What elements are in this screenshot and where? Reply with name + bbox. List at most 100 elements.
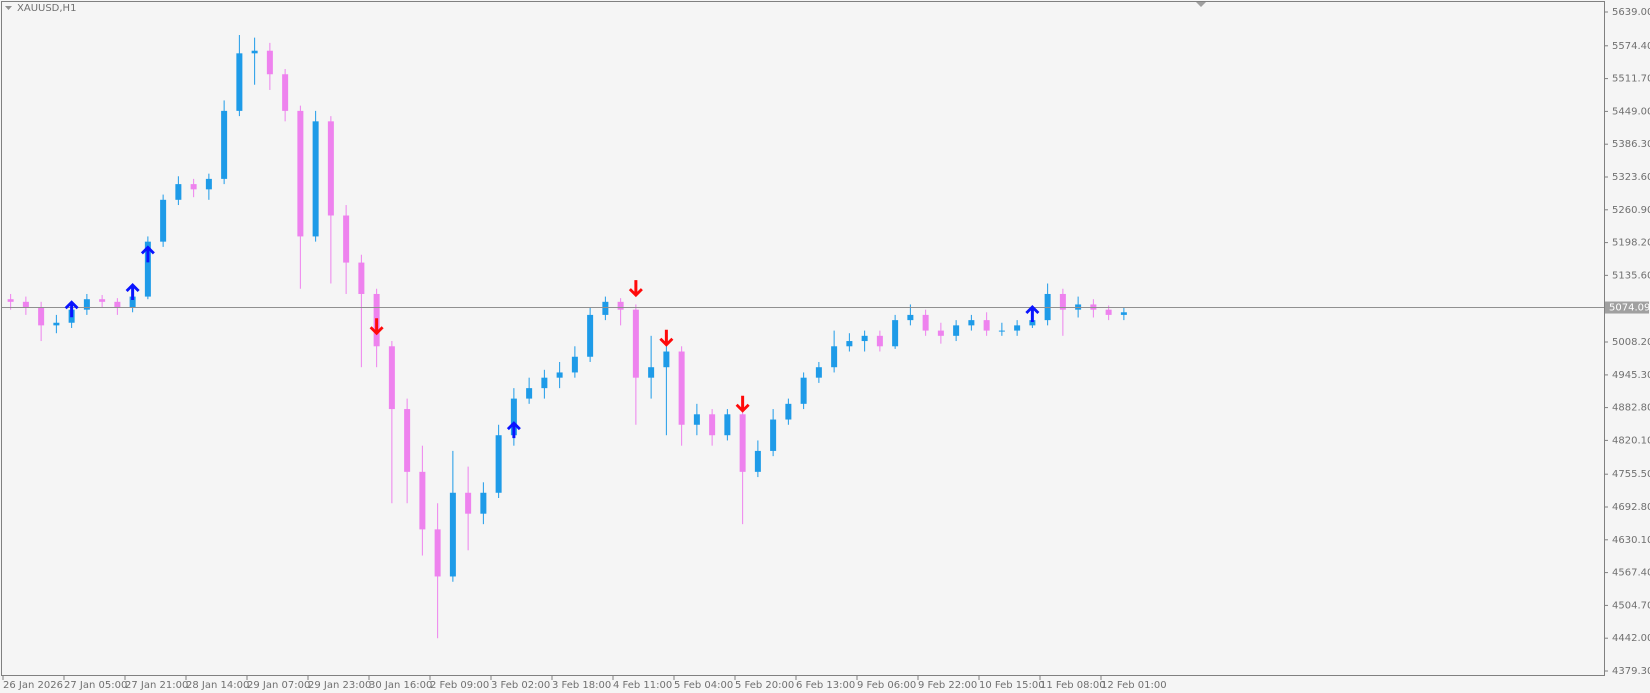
sell-arrow (735, 395, 750, 413)
candle-body (693, 414, 700, 425)
candle-body (1120, 312, 1127, 315)
candle-body (937, 330, 944, 336)
candle-body (404, 409, 411, 472)
candle-body (617, 301, 624, 310)
menu-triangle (5, 6, 12, 10)
y-tick-label: 5260.90 (1612, 205, 1650, 216)
y-tick-label: 4442.00 (1612, 633, 1650, 644)
plot-frame (1, 1, 1605, 676)
y-tick-label: 5198.20 (1612, 238, 1650, 249)
chart-title: XAUUSD,H1 (17, 3, 76, 14)
y-tick-label: 5449.00 (1612, 106, 1650, 117)
candle-body (175, 184, 182, 200)
x-tick-label: 9 Feb 22:00 (918, 680, 977, 691)
x-tick-label: 29 Jan 07:00 (247, 680, 310, 691)
y-tick-label: 4882.80 (1612, 403, 1650, 414)
x-tick-label: 3 Feb 18:00 (552, 680, 611, 691)
candle-body (907, 314, 914, 321)
x-tick-label: 27 Jan 05:00 (64, 680, 127, 691)
candle-body (709, 414, 716, 436)
candle-body (571, 356, 578, 373)
x-tick-label: 6 Feb 13:00 (796, 680, 855, 691)
candle-body (38, 307, 45, 326)
candle-body (465, 492, 472, 514)
candle-body (754, 450, 761, 472)
candle-body (892, 320, 899, 347)
candle-body (343, 215, 350, 263)
candle-body (724, 414, 731, 436)
candle-body (815, 367, 822, 378)
candle-body (983, 320, 990, 331)
candle-body (434, 529, 441, 577)
candle-body (282, 74, 289, 111)
candle-body (236, 53, 243, 111)
candle-body (22, 301, 29, 308)
candle-body (785, 403, 792, 420)
y-tick-label: 4945.30 (1612, 370, 1650, 381)
candle-body (99, 299, 106, 302)
shift-marker (1196, 2, 1206, 7)
candle-body (495, 435, 502, 493)
candle-body (587, 314, 594, 357)
last-price-box (1605, 301, 1649, 314)
y-tick-label: 4567.40 (1612, 568, 1650, 579)
x-tick-label: 26 Jan 2026 (3, 680, 63, 691)
candle-body (312, 121, 319, 237)
x-tick-label: 11 Feb 08:00 (1040, 680, 1106, 691)
candle-body (739, 414, 746, 472)
buy-arrow (506, 421, 521, 439)
candle-body (663, 351, 670, 368)
candle-body (541, 377, 548, 389)
candle-body (388, 346, 395, 410)
candle-body (953, 325, 960, 336)
x-tick-label: 3 Feb 02:00 (491, 680, 550, 691)
candle-body (190, 184, 197, 190)
x-tick-label: 4 Feb 11:00 (613, 680, 672, 691)
y-tick-label: 5135.60 (1612, 270, 1650, 281)
candle-body (861, 335, 868, 342)
candle-body (922, 314, 929, 331)
candle-body (205, 178, 212, 190)
candle-body (510, 398, 517, 436)
candle-body (297, 110, 304, 237)
buy-arrow (1025, 304, 1040, 322)
candle-body (251, 50, 258, 54)
candle-body (602, 301, 609, 315)
x-tick-label: 5 Feb 04:00 (674, 680, 733, 691)
y-tick-label: 5511.70 (1612, 74, 1650, 85)
candle-body (526, 388, 533, 399)
buy-arrow (64, 300, 79, 318)
sell-arrow (369, 318, 384, 336)
candle-body (129, 296, 136, 308)
candle-body (1105, 309, 1112, 315)
last-price-label: 5074.09 (1609, 303, 1650, 314)
x-tick-label: 12 Feb 01:00 (1101, 680, 1167, 691)
candle-body (419, 471, 426, 530)
candle-body (53, 322, 60, 326)
candle-body (480, 492, 487, 514)
y-tick-label: 4504.70 (1612, 600, 1650, 611)
sell-arrow (628, 280, 643, 298)
x-tick-label: 28 Jan 14:00 (186, 680, 249, 691)
candle-body (556, 372, 563, 378)
candle-body (846, 341, 853, 347)
candle-body (800, 377, 807, 404)
candle-body (1029, 320, 1036, 326)
candle-body (998, 330, 1005, 332)
candle-body (144, 241, 151, 297)
candle-body (160, 199, 167, 242)
y-tick-label: 4820.10 (1612, 435, 1650, 446)
y-tick-label: 5639.00 (1612, 7, 1650, 18)
candle-body (678, 351, 685, 425)
candle-body (327, 121, 334, 216)
y-tick-label: 5386.30 (1612, 139, 1650, 150)
candle-body (1014, 325, 1021, 331)
x-tick-label: 10 Feb 15:00 (979, 680, 1045, 691)
candle-body (876, 335, 883, 347)
candle-body (266, 50, 273, 75)
y-tick-label: 4379.30 (1612, 666, 1650, 677)
buy-arrow (140, 245, 155, 263)
y-tick-label: 5323.60 (1612, 172, 1650, 183)
candle-body (358, 262, 365, 294)
candle-body (7, 299, 14, 302)
